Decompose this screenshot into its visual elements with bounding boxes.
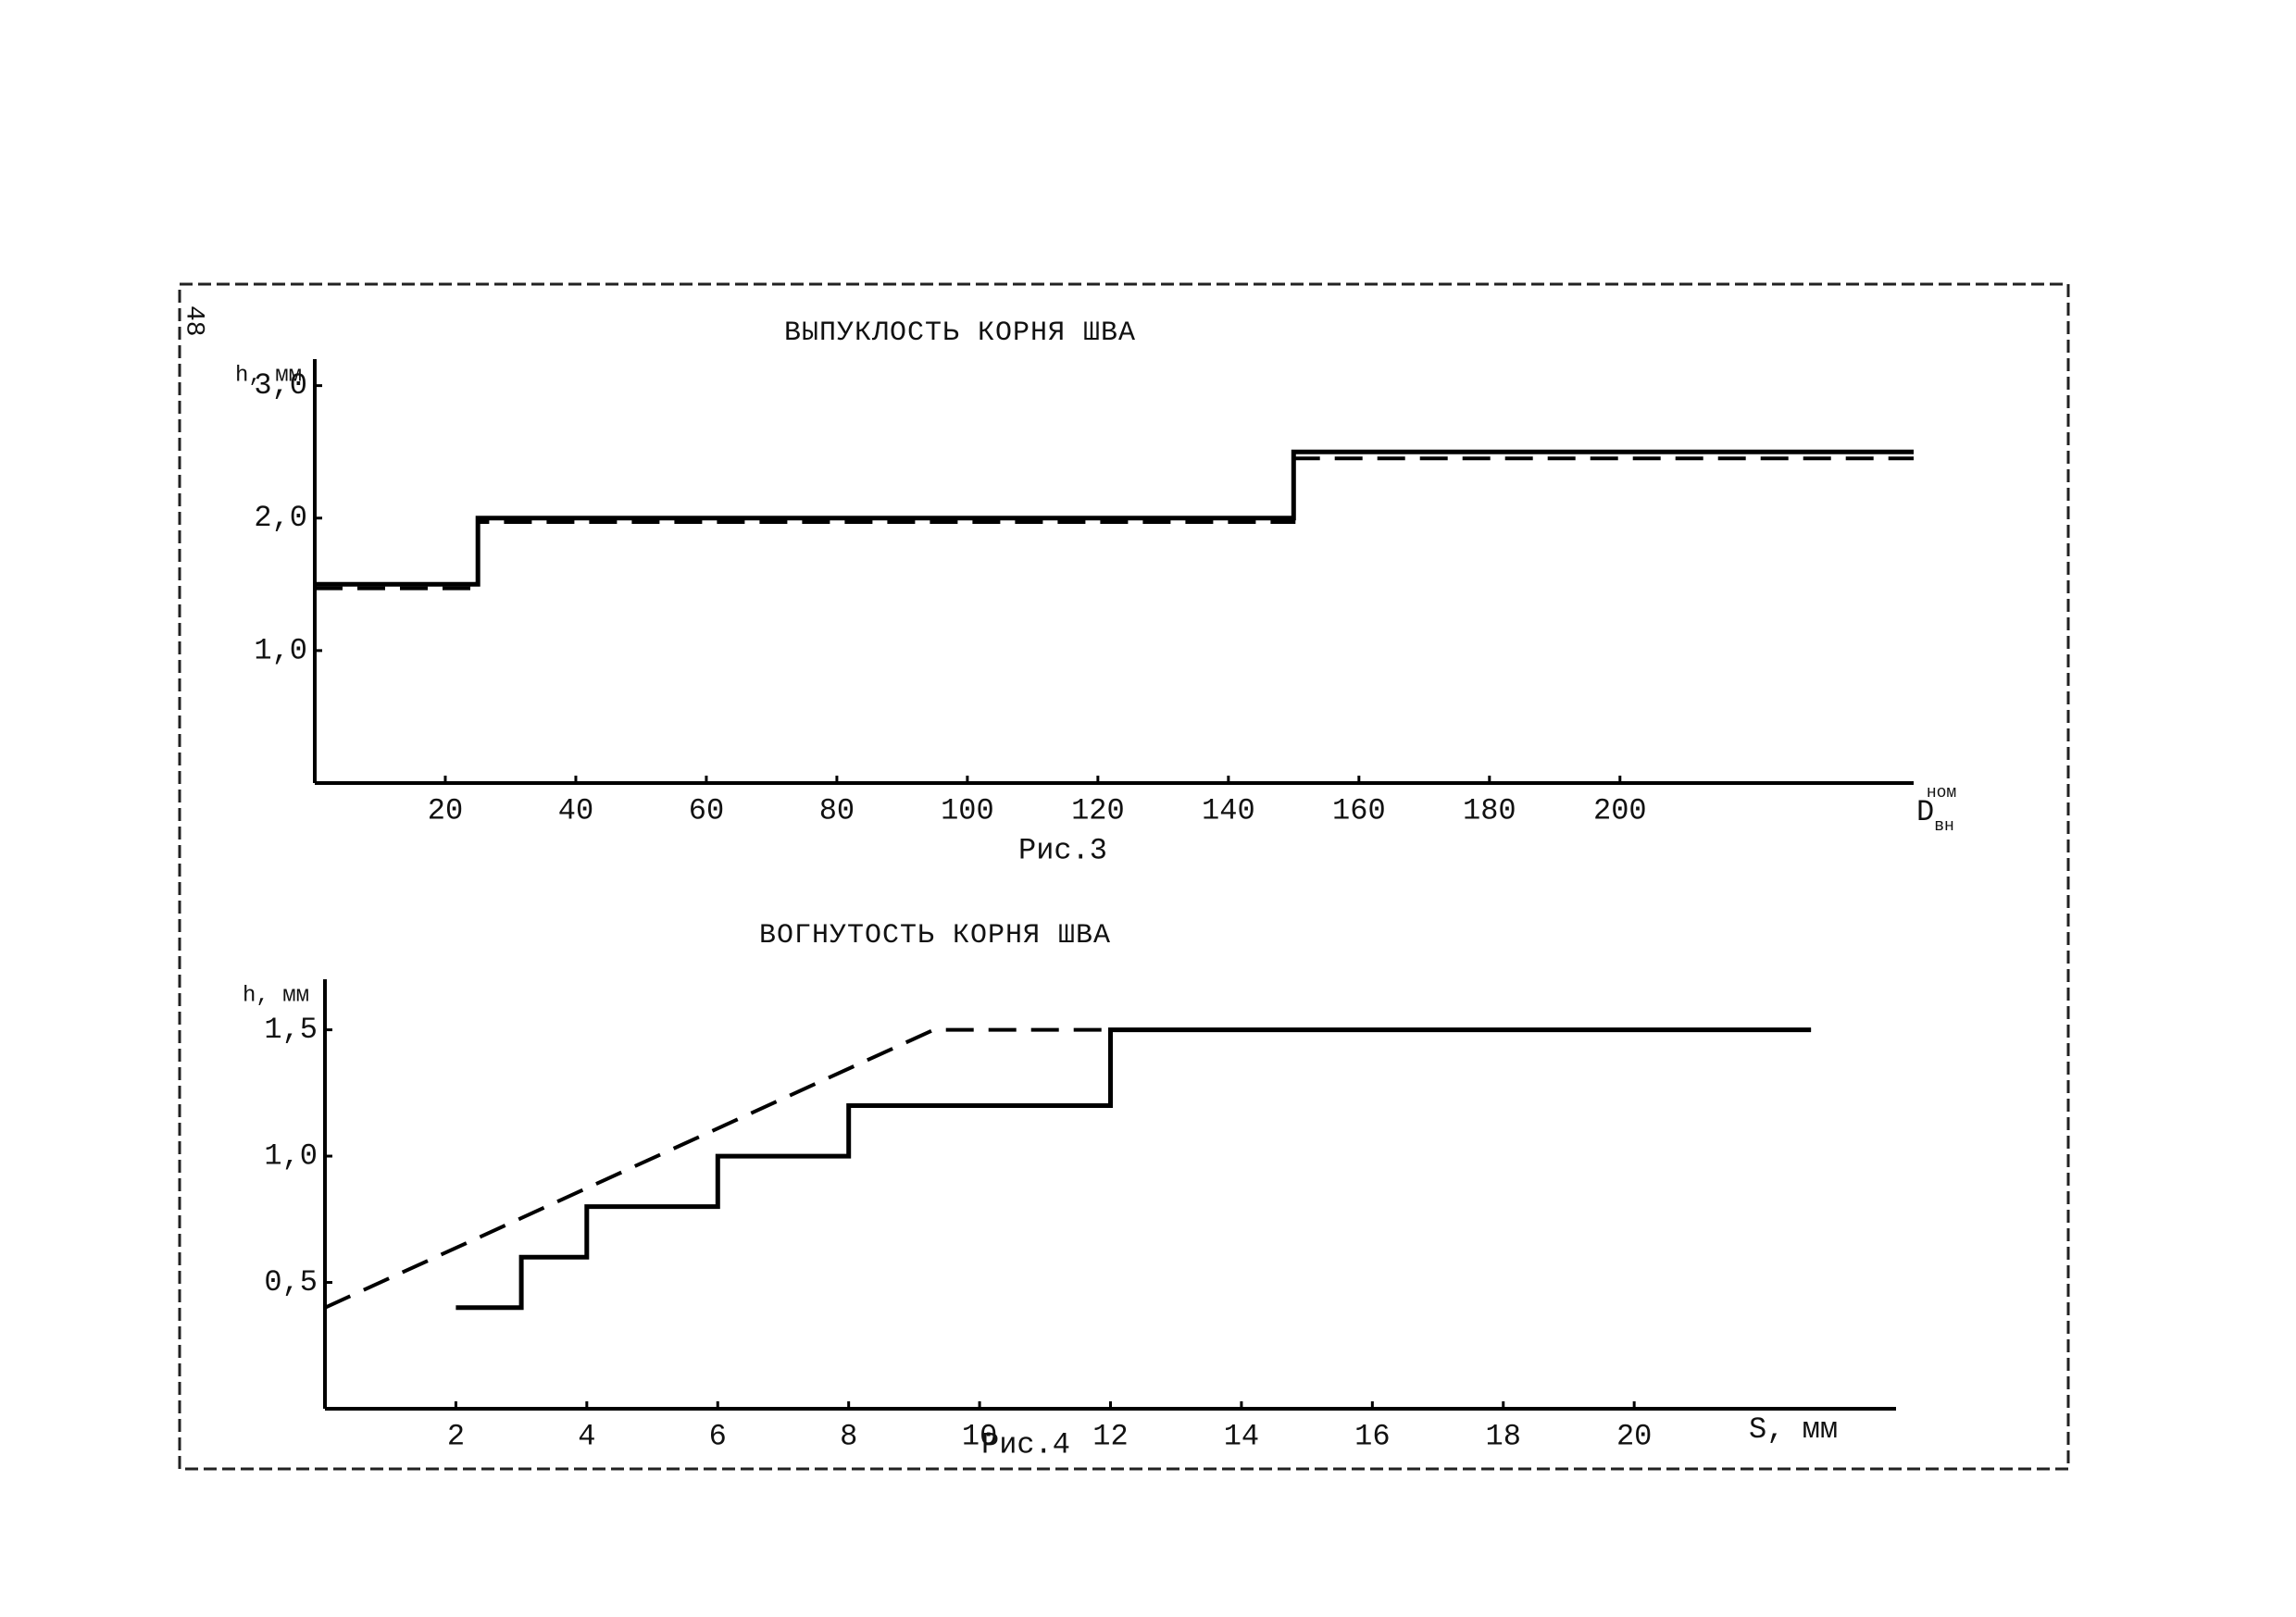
y-tick-label: 1,5 — [264, 1013, 318, 1047]
x-tick-label: 4 — [578, 1419, 595, 1453]
x-tick-label: 6 — [709, 1419, 727, 1453]
x-tick-label: 10 — [962, 1419, 997, 1453]
page-number: 48 — [180, 305, 208, 337]
series-line — [324, 1027, 1812, 1310]
x-label-main: D — [1916, 795, 1934, 829]
series-line — [315, 449, 1914, 587]
x-tick-label: 40 — [558, 793, 593, 827]
x-label-sub: вн — [1934, 817, 1954, 836]
y-tick-label: 2,0 — [254, 501, 307, 535]
y-axis-label: h, мм — [243, 983, 309, 1008]
x-label-sup: ном — [1927, 784, 1956, 802]
x-tick-label: 16 — [1354, 1419, 1390, 1453]
x-tick-label: 60 — [689, 793, 724, 827]
x-axis-label: Dвн ном — [1916, 784, 1956, 836]
chart-title: ВЫПУКЛОСТЬ КОРНЯ ШВА — [784, 317, 1136, 349]
x-tick-label: 120 — [1071, 793, 1125, 827]
series-line — [455, 1027, 1812, 1311]
x-tick-label: 20 — [428, 793, 463, 827]
frame — [178, 282, 2070, 1471]
x-tick-label: 2 — [447, 1419, 465, 1453]
y-tick-label: 0,5 — [264, 1265, 318, 1300]
y-tick-label: 3,0 — [254, 368, 307, 403]
y-tick-label: 1,0 — [254, 633, 307, 667]
y-tick-label: 1,0 — [264, 1139, 318, 1174]
figure-caption: Рис.3 — [1018, 833, 1107, 867]
x-tick-label: 160 — [1332, 793, 1386, 827]
series-line — [315, 456, 1914, 591]
x-tick-label: 20 — [1616, 1419, 1652, 1453]
x-tick-label: 200 — [1593, 793, 1647, 827]
x-tick-label: 140 — [1202, 793, 1255, 827]
x-tick-label: 8 — [840, 1419, 857, 1453]
x-tick-label: 100 — [941, 793, 994, 827]
x-tick-label: 18 — [1486, 1419, 1521, 1453]
chart-title: ВОГНУТОСТЬ КОРНЯ ШВА — [759, 920, 1111, 952]
x-axis-label: S, мм — [1749, 1412, 1838, 1447]
x-tick-label: 180 — [1463, 793, 1516, 827]
x-tick-label: 14 — [1224, 1419, 1259, 1453]
x-tick-label: 80 — [819, 793, 855, 827]
figure-caption: Рис.4 — [981, 1427, 1070, 1462]
y-axis-label: h, мм — [235, 363, 302, 388]
x-tick-label: 12 — [1092, 1419, 1128, 1453]
x-label-main: S, мм — [1749, 1412, 1838, 1447]
